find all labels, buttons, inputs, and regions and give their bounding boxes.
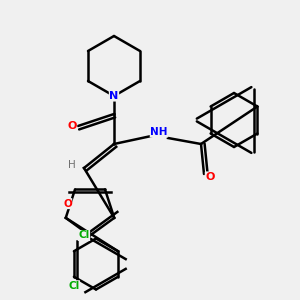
Text: O: O <box>67 121 77 131</box>
Text: O: O <box>205 172 215 182</box>
Text: Cl: Cl <box>78 230 90 241</box>
Text: H: H <box>68 160 76 170</box>
Text: Cl: Cl <box>68 281 80 291</box>
Text: NH: NH <box>150 127 168 137</box>
Text: O: O <box>63 199 72 208</box>
Text: N: N <box>110 91 118 101</box>
